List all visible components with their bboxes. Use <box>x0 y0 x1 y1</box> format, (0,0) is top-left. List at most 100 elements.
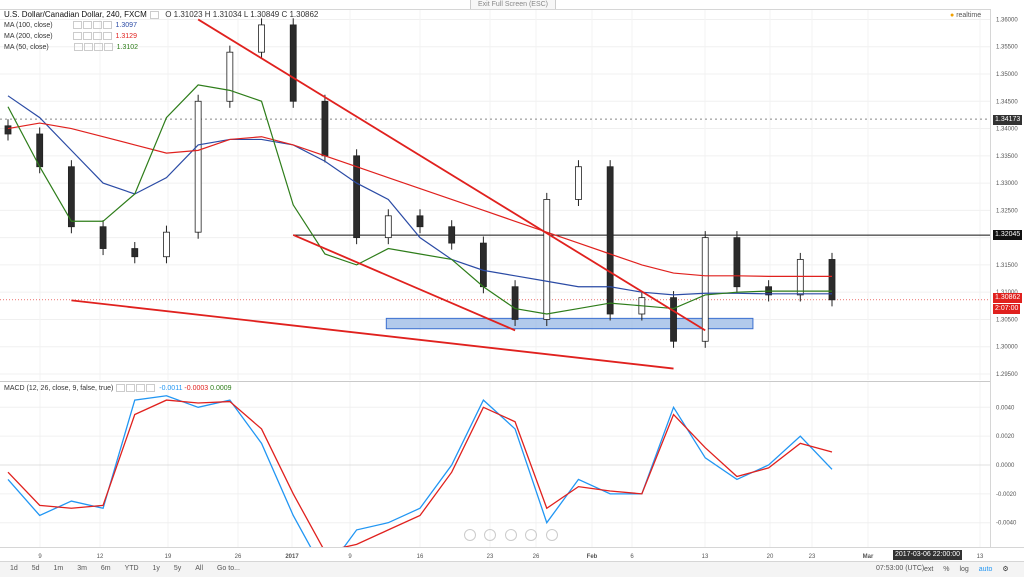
ohlc-readout: O 1.31023 H 1.31034 L 1.30849 C 1.30862 <box>165 10 319 19</box>
candle-body <box>67 166 75 228</box>
price-chart[interactable] <box>0 10 990 380</box>
range-1m-button[interactable]: 1m <box>53 565 64 572</box>
ma100-line <box>7 95 832 296</box>
more-icon[interactable] <box>146 384 156 393</box>
more-icon[interactable] <box>103 43 113 52</box>
candle-body <box>384 215 392 239</box>
candle-body <box>258 24 265 53</box>
close-icon[interactable] <box>92 21 102 30</box>
eye-icon[interactable] <box>72 32 82 41</box>
candle-body <box>163 231 170 258</box>
settings-gear-icon[interactable]: ⚙ <box>1002 566 1009 573</box>
eye-icon[interactable] <box>116 384 126 393</box>
time-cursor-label: 2017-03-06 22:00:00 <box>893 550 962 560</box>
range-6m-button[interactable]: 6m <box>100 565 111 572</box>
close-icon[interactable] <box>93 43 103 52</box>
ma50-line <box>7 84 832 315</box>
time-tick-label: 9 <box>348 554 352 560</box>
price-tick-label: 1.30000 <box>996 345 1018 351</box>
candle-body <box>575 166 582 200</box>
price-tick-label: 1.34500 <box>996 99 1018 105</box>
candle-body <box>131 248 139 258</box>
time-tick-label: 2017 <box>285 554 299 560</box>
histogram-value: 0.0009 <box>210 385 232 392</box>
zoom-out-icon[interactable] <box>464 529 476 541</box>
price-axis-scale[interactable]: 1.36000 1.35500 1.35000 1.34500 1.34000 1.335… <box>991 9 1024 547</box>
trendline-inner <box>292 234 516 332</box>
hline-resist-label: 1.32045 <box>993 230 1023 240</box>
price-tick-label: 1.35500 <box>996 45 1018 51</box>
macd-line <box>7 395 833 575</box>
zoom-in-icon[interactable] <box>545 529 558 541</box>
time-tick-label: 26 <box>235 554 242 560</box>
scroll-right-icon[interactable] <box>525 529 538 541</box>
indicator-ma50[interactable]: MA (50, close) 1.3102 <box>4 42 318 53</box>
range-5y-button[interactable]: 5y <box>173 565 182 572</box>
ext-toggle[interactable]: ext <box>924 566 934 573</box>
range-5d-button[interactable]: 5d <box>31 565 40 572</box>
time-tick-label: 19 <box>165 554 172 560</box>
time-tick-label: 6 <box>630 554 634 560</box>
candle-body <box>289 24 297 102</box>
log-toggle[interactable]: log <box>959 566 969 573</box>
auto-toggle[interactable]: auto <box>978 566 993 573</box>
time-tick-label: 12 <box>97 554 104 560</box>
price-tick-label: 1.33000 <box>996 181 1018 187</box>
indicator-value: 1.3129 <box>115 33 137 40</box>
realtime-label: realtime <box>956 12 982 19</box>
price-tick-label: 1.36000 <box>996 17 1018 23</box>
price-tick-label: 1.35000 <box>996 72 1018 78</box>
time-axis-scale[interactable]: 9 12 19 26 2017 9 16 23 26 Feb 6 13 20 23 Mar 13 <box>0 548 1024 562</box>
time-tick-label: 16 <box>417 554 424 560</box>
macd-legend: MACD (12, 26, close, 9, false, true) -0.… <box>4 383 232 394</box>
candle-body <box>321 100 329 157</box>
candle-body <box>606 166 614 315</box>
gear-icon[interactable] <box>83 43 93 52</box>
macd-chart[interactable] <box>0 382 990 575</box>
scroll-left-icon[interactable] <box>484 529 497 541</box>
chart-nav-controls <box>462 528 560 546</box>
price-tick-label: 1.33500 <box>996 154 1018 160</box>
time-tick-label: 26 <box>533 554 540 560</box>
range-1y-button[interactable]: 1y <box>152 565 160 572</box>
goto-date-button[interactable]: Go to... <box>216 565 240 572</box>
macd-tick-label: 0.0000 <box>996 463 1015 469</box>
time-tick-label: 13 <box>702 554 709 560</box>
time-tick-label: 13 <box>977 554 984 560</box>
range-3m-button[interactable]: 3m <box>77 565 87 572</box>
macd-label: MACD (12, 26, close, 9, false, true) <box>4 385 114 392</box>
macd-pane[interactable]: MACD (12, 26, close, 9, false, true) -0.… <box>0 381 990 575</box>
range-all-button[interactable]: All <box>195 565 204 572</box>
utc-clock[interactable]: 07:53:00 (UTC) <box>876 565 925 572</box>
more-icon[interactable] <box>102 32 112 41</box>
candle-body <box>416 215 424 228</box>
reset-icon[interactable] <box>504 529 517 541</box>
gear-icon[interactable] <box>82 21 92 30</box>
symbol-settings-icon[interactable] <box>149 10 159 19</box>
range-ytd-button[interactable]: YTD <box>124 565 139 572</box>
eye-icon[interactable] <box>73 43 83 52</box>
countdown-label: 2:07:00 <box>993 304 1021 314</box>
candle-body <box>670 297 677 342</box>
close-icon[interactable] <box>136 384 146 393</box>
indicator-label: MA (50, close) <box>4 44 49 51</box>
signal-line <box>7 399 833 553</box>
bottom-toolbar: 1d 5d 1m 3m 6m YTD 1y 5y All Go to... 07… <box>0 561 1024 577</box>
percent-toggle[interactable]: % <box>943 566 950 573</box>
candle-body <box>194 100 202 233</box>
price-axis[interactable]: 1.36000 1.35500 1.35000 1.34500 1.34000 1.335… <box>990 9 1024 547</box>
gear-icon[interactable] <box>126 384 136 393</box>
eye-icon[interactable] <box>72 21 82 30</box>
time-tick-label: 23 <box>809 554 816 560</box>
more-icon[interactable] <box>102 21 112 30</box>
indicator-ma200[interactable]: MA (200, close) 1.3129 <box>4 31 318 42</box>
close-icon[interactable] <box>92 32 102 41</box>
indicator-label: MA (100, close) <box>4 22 53 29</box>
range-1d-button[interactable]: 1d <box>10 565 18 572</box>
time-axis[interactable]: 9 12 19 26 2017 9 16 23 26 Feb 6 13 20 23 Mar 13 2017-0… <box>0 547 1024 562</box>
price-pane[interactable]: U.S. Dollar/Canadian Dollar, 240, FXCM O… <box>0 9 990 380</box>
candle-body <box>701 237 709 342</box>
candle-body <box>99 226 107 249</box>
indicator-ma100[interactable]: MA (100, close) 1.3097 <box>4 20 318 31</box>
gear-icon[interactable] <box>82 32 92 41</box>
